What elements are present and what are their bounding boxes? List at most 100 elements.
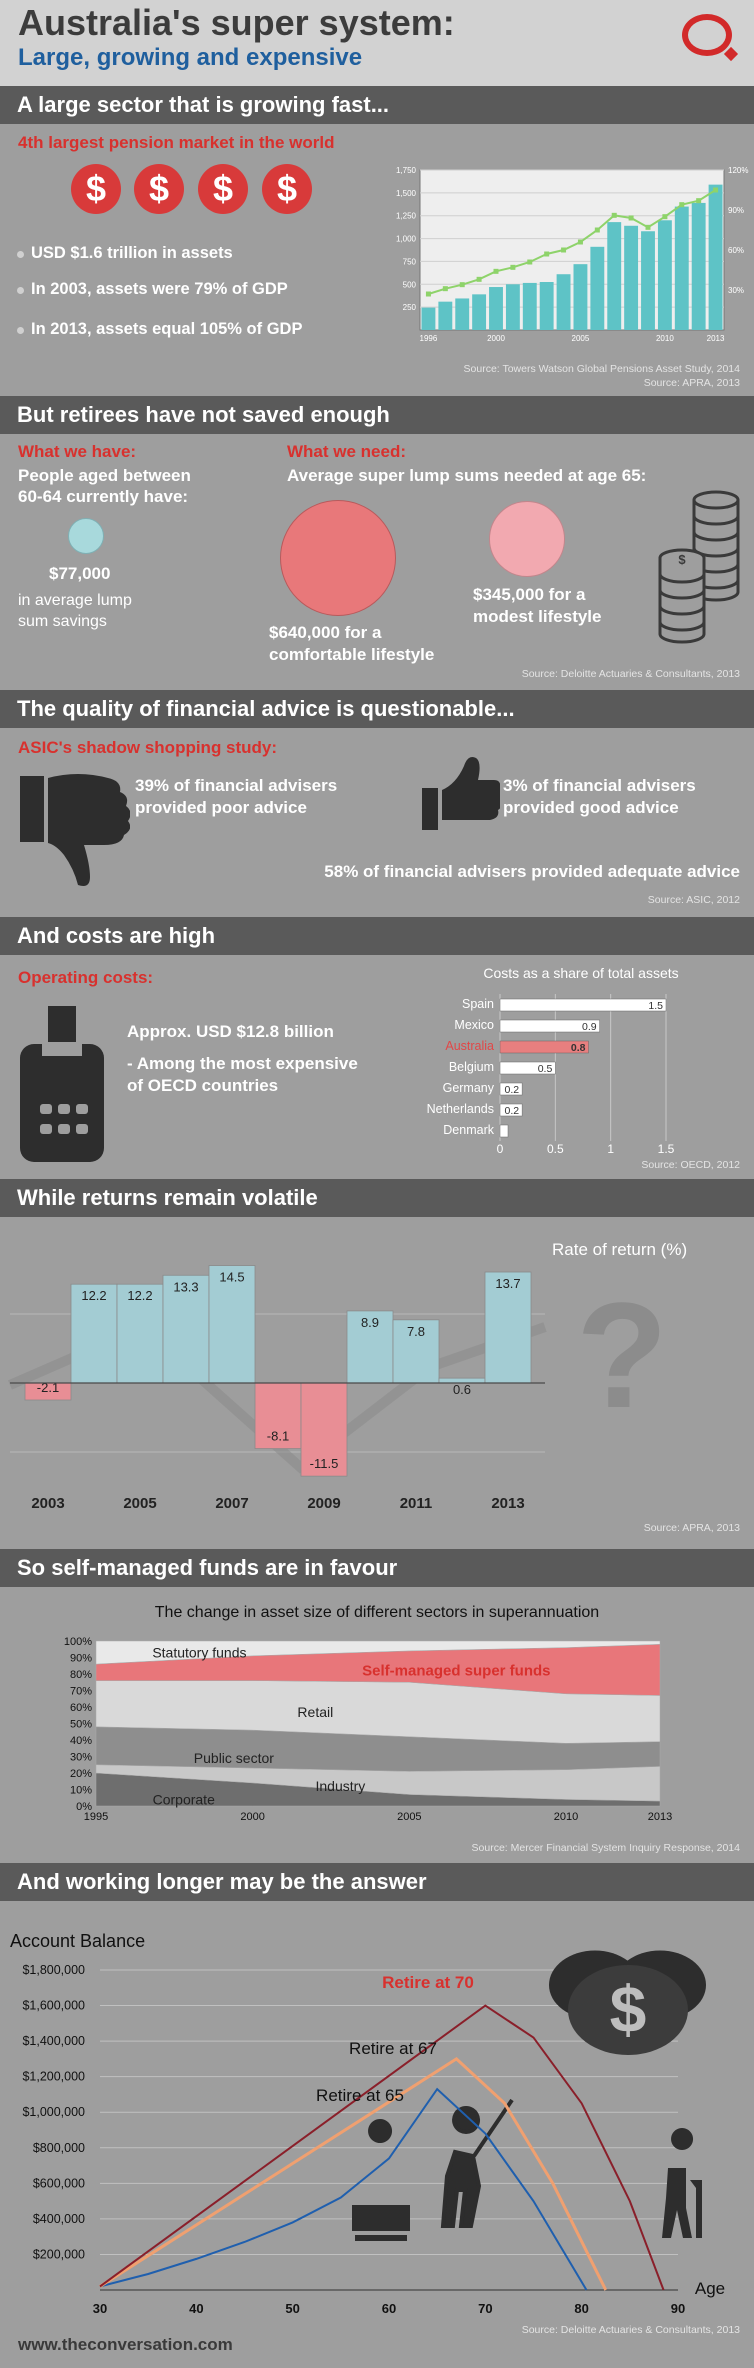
bullet-assets: USD $1.6 trillion in assets — [17, 244, 233, 262]
assets-gdp-point — [527, 259, 533, 265]
dollar-coin-icon: $ — [262, 164, 312, 214]
sectors-y-tick-label: 100% — [64, 1636, 92, 1648]
costs-category-label: Spain — [462, 997, 494, 1011]
assets-bar — [674, 206, 689, 330]
assets-gdp-point — [577, 239, 583, 245]
assets-gdp-point — [459, 282, 465, 288]
costs-category-label: Australia — [445, 1039, 494, 1053]
section-heading-advice: The quality of financial advice is quest… — [0, 690, 754, 728]
page-title: Australia's super system: — [18, 2, 455, 43]
assets-bar — [505, 284, 520, 330]
balance-x-tick-label: 60 — [382, 2301, 396, 2316]
need-text: Average super lump sums needed at age 65… — [287, 466, 647, 485]
balance-x-tick-label: 90 — [671, 2301, 685, 2316]
sectors-chart-title: The change in asset size of different se… — [155, 1604, 599, 1621]
sectors-x-tick-label: 1995 — [84, 1811, 108, 1823]
returns-value-label: -8.1 — [267, 1429, 289, 1444]
assets-x-tick-label: 2010 — [656, 334, 674, 343]
sectors-chart: The change in asset size of different se… — [64, 1604, 672, 1823]
sectors-x-tick-label: 2013 — [648, 1811, 672, 1823]
dollar-coin-icon: $ — [134, 164, 184, 214]
sectors-series-label: Industry — [315, 1778, 365, 1794]
assets-chart: 250 500 750 1,000 1,250 1,500 1,750 30% 60% 90% 12… — [396, 166, 749, 343]
oecd-note-line2: of OECD countries — [127, 1076, 279, 1095]
assets-bar — [556, 274, 571, 330]
calculator-receipt-icon — [20, 1006, 104, 1162]
returns-bar — [70, 1283, 118, 1384]
bullet-2013-gdp: In 2013, assets equal 105% of GDP — [16, 320, 303, 338]
balance-y-tick-label: $1,800,000 — [22, 1963, 85, 1977]
sectors-y-tick-label: 80% — [70, 1669, 92, 1681]
thumbs-down-icon — [20, 774, 130, 886]
costs-chart-title: Costs as a share of total assets — [483, 965, 678, 981]
balance-y-tick-label: $800,000 — [33, 2141, 85, 2155]
have-desc-line2: sum savings — [18, 613, 107, 630]
returns-x-tick-label: 2005 — [123, 1495, 156, 1512]
assets-y-tick-label: 1,000 — [396, 235, 417, 244]
source-deloitte: Source: Deloitte Actuaries & Consultants… — [521, 668, 740, 680]
assets-gdp-point — [645, 224, 651, 230]
balance-series-label: Retire at 70 — [382, 1973, 474, 1992]
returns-bar — [254, 1382, 302, 1450]
money-bag-dollar-sign: $ — [610, 1972, 647, 2046]
assets-y2-tick-label: 120% — [728, 166, 748, 175]
assets-gdp-point — [611, 212, 617, 218]
balance-y-axis-label: Account Balance — [10, 1931, 145, 1951]
assets-bar — [708, 184, 723, 330]
returns-value-label: 13.3 — [173, 1279, 198, 1294]
costs-value-label: 0.9 — [582, 1021, 597, 1033]
have-savings-circle — [68, 518, 104, 554]
costs-bar — [499, 1124, 509, 1138]
costs-value-label: 0.8 — [571, 1042, 586, 1054]
thumbs-up-icon — [422, 757, 500, 830]
returns-bar — [484, 1271, 532, 1384]
returns-x-tick-label: 2007 — [215, 1495, 248, 1512]
balance-y-tick-label: $1,000,000 — [22, 2105, 85, 2119]
balance-y-tick-label: $1,200,000 — [22, 2070, 85, 2084]
comfortable-lifestyle-circle — [280, 500, 396, 616]
sectors-area-statutory-funds — [95, 1640, 661, 1665]
assets-bar — [539, 282, 554, 330]
assets-gdp-line — [428, 189, 717, 295]
sectors-x-tick-label: 2005 — [397, 1811, 421, 1823]
footer-site-link[interactable]: www.theconversation.com — [18, 2335, 233, 2354]
sectors-x-tick-label: 2000 — [240, 1811, 264, 1823]
balance-series-label: Retire at 67 — [349, 2039, 437, 2058]
costs-category-label: Belgium — [449, 1060, 494, 1074]
assets-x-tick-label: 2000 — [487, 334, 505, 343]
the-conversation-logo-icon[interactable] — [682, 14, 732, 56]
assets-x-tick-label: 1996 — [420, 334, 438, 343]
returns-value-label: 13.7 — [495, 1276, 520, 1291]
returns-bar — [208, 1265, 256, 1384]
money-bag-icon — [549, 1950, 706, 2055]
assets-y-tick-label: 250 — [403, 303, 417, 312]
sectors-y-tick-label: 50% — [70, 1719, 92, 1731]
assets-y2-tick-label: 60% — [728, 246, 744, 255]
dollar-coin-icon: $ — [198, 164, 248, 214]
bullet-2003-gdp: In 2003, assets were 79% of GDP — [17, 280, 288, 298]
balance-chart: Account Balance $200,000 $400,000 $600,000 $… — [10, 1931, 725, 2316]
balance-y-tick-label: $600,000 — [33, 2176, 85, 2190]
balance-x-tick-label: 80 — [574, 2301, 588, 2316]
returns-bar — [300, 1382, 348, 1477]
returns-bar — [116, 1283, 164, 1384]
good-advice-line2: provided good advice — [503, 798, 679, 817]
costs-bar — [499, 1103, 523, 1117]
costs-x-tick-label: 0.5 — [547, 1142, 564, 1156]
costs-category-label: Denmark — [443, 1123, 494, 1137]
sectors-y-tick-label: 40% — [70, 1735, 92, 1747]
assets-gdp-point — [476, 276, 482, 282]
returns-bar — [392, 1319, 440, 1384]
balance-x-tick-label: 30 — [93, 2301, 107, 2316]
assets-y-tick-label: 1,500 — [396, 189, 417, 198]
assets-bar — [472, 294, 487, 330]
costs-value-label: 0.2 — [505, 1084, 520, 1096]
question-mark-icon: ? — [576, 1271, 668, 1439]
assets-gdp-point — [594, 227, 600, 233]
source-apra-returns: Source: APRA, 2013 — [643, 1522, 740, 1534]
oecd-note-line1: - Among the most expensive — [127, 1054, 358, 1073]
returns-bar — [346, 1310, 394, 1384]
assets-bar — [573, 264, 588, 330]
assets-bar — [624, 225, 639, 330]
costs-bar — [499, 1061, 556, 1075]
